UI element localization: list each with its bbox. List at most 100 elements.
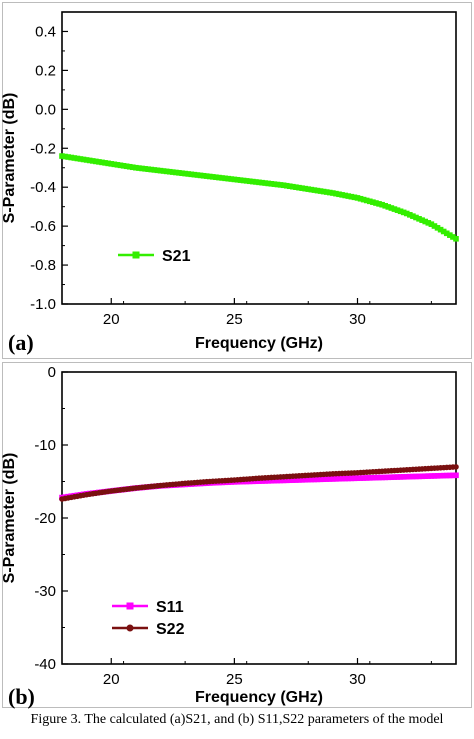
figure-caption: Figure 3. The calculated (a)S21, and (b)… bbox=[30, 712, 444, 727]
data-point bbox=[299, 477, 305, 483]
data-point bbox=[253, 179, 259, 185]
data-point bbox=[388, 205, 395, 211]
data-point bbox=[351, 194, 358, 201]
data-point bbox=[228, 176, 235, 182]
series-s21 bbox=[59, 153, 459, 242]
data-point bbox=[271, 181, 278, 187]
x-axis-label: Frequency (GHz) bbox=[195, 689, 323, 706]
data-point bbox=[256, 478, 262, 484]
data-point bbox=[210, 174, 216, 180]
data-point bbox=[336, 191, 342, 198]
panel-label: (b) bbox=[8, 684, 35, 709]
data-point bbox=[117, 162, 124, 169]
data-point bbox=[440, 472, 447, 479]
data-point bbox=[179, 170, 185, 177]
data-point bbox=[326, 189, 333, 196]
data-point bbox=[330, 476, 336, 482]
data-point bbox=[385, 474, 392, 481]
legend-marker bbox=[132, 251, 140, 259]
data-point bbox=[299, 185, 305, 191]
data-point bbox=[170, 169, 176, 175]
data-point bbox=[302, 185, 308, 192]
data-point bbox=[68, 154, 75, 161]
y-axis-label: S-Parameter (dB) bbox=[1, 453, 18, 584]
data-point bbox=[243, 178, 250, 184]
data-point bbox=[342, 192, 348, 199]
data-point bbox=[206, 173, 213, 180]
data-point bbox=[379, 474, 385, 481]
x-tick-label: 30 bbox=[349, 671, 366, 688]
data-point bbox=[240, 177, 247, 184]
data-point bbox=[447, 472, 453, 479]
data-point bbox=[391, 474, 398, 480]
data-point bbox=[148, 166, 155, 173]
data-point bbox=[363, 475, 370, 481]
y-tick-label: -0.6 bbox=[30, 218, 56, 235]
data-point bbox=[317, 476, 324, 483]
data-point bbox=[283, 182, 290, 189]
data-point bbox=[348, 193, 355, 200]
data-point bbox=[234, 176, 241, 183]
y-tick-label: -0.2 bbox=[30, 140, 56, 157]
data-point bbox=[271, 477, 278, 484]
data-point bbox=[274, 181, 281, 188]
data-point bbox=[336, 475, 342, 482]
data-point bbox=[407, 473, 413, 480]
data-point bbox=[96, 159, 102, 165]
data-point bbox=[413, 473, 419, 480]
data-point bbox=[126, 163, 133, 170]
data-point bbox=[262, 180, 268, 186]
x-tick-label: 25 bbox=[226, 671, 243, 688]
data-point bbox=[305, 186, 312, 192]
data-point bbox=[259, 478, 265, 484]
data-point bbox=[280, 182, 287, 189]
data-point bbox=[370, 474, 376, 481]
data-point bbox=[308, 476, 315, 483]
data-point bbox=[320, 476, 327, 483]
data-point bbox=[105, 160, 111, 167]
data-point bbox=[89, 158, 96, 164]
data-point bbox=[450, 472, 456, 479]
data-point bbox=[428, 221, 435, 227]
y-tick-label: -0.8 bbox=[30, 257, 56, 274]
y-tick-label: -30 bbox=[34, 583, 56, 600]
plot-frame bbox=[61, 11, 457, 305]
data-point bbox=[111, 161, 118, 168]
data-point bbox=[302, 476, 308, 483]
x-tick-label: 25 bbox=[226, 311, 243, 328]
data-point bbox=[136, 165, 142, 171]
data-point bbox=[367, 475, 373, 481]
panel-b-frame bbox=[2, 362, 472, 708]
data-point bbox=[274, 477, 281, 484]
legend-marker bbox=[126, 602, 134, 610]
y-tick-label: -1.0 bbox=[30, 296, 56, 313]
data-point bbox=[370, 199, 376, 205]
data-point bbox=[259, 179, 265, 186]
data-point bbox=[74, 155, 81, 162]
data-point bbox=[422, 473, 429, 480]
data-point bbox=[256, 179, 262, 186]
data-point bbox=[182, 170, 188, 177]
data-point bbox=[388, 474, 395, 481]
chart-panel-b: 0 -10 -20 -30 -40 20 25 30 Frequency (GHz) S-Para… bbox=[1, 364, 459, 709]
data-point bbox=[139, 165, 145, 172]
data-point bbox=[394, 474, 401, 480]
data-point bbox=[188, 171, 195, 178]
data-point bbox=[354, 195, 361, 201]
data-point bbox=[431, 473, 438, 479]
data-point bbox=[314, 187, 321, 194]
data-point bbox=[326, 476, 333, 482]
data-point bbox=[142, 166, 148, 172]
y-tick-label: -40 bbox=[34, 656, 56, 673]
data-point bbox=[62, 153, 68, 160]
data-point bbox=[293, 477, 299, 483]
y-tick-label: 0 bbox=[48, 364, 56, 381]
data-point bbox=[453, 464, 459, 470]
data-point bbox=[129, 164, 136, 171]
data-point bbox=[410, 213, 416, 219]
data-point bbox=[133, 164, 139, 171]
data-point bbox=[93, 158, 99, 165]
data-point bbox=[86, 157, 93, 164]
data-point bbox=[268, 180, 275, 187]
